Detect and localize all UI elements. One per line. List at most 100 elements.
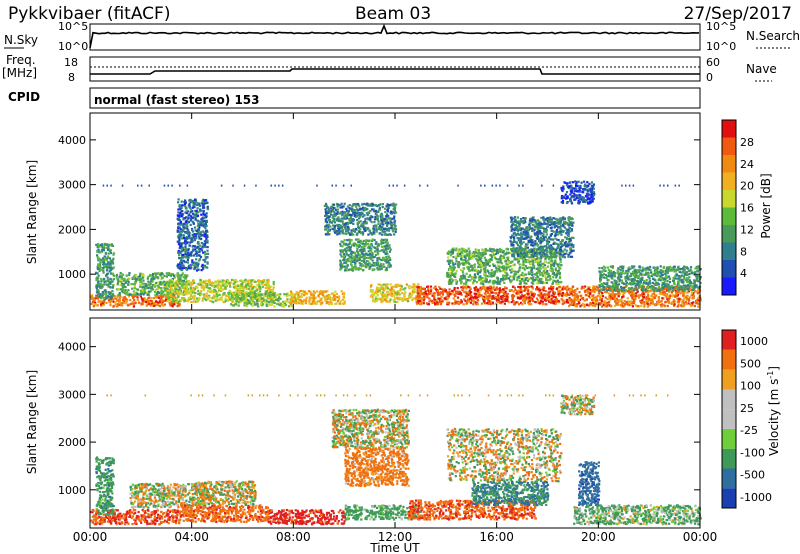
data-cell (153, 285, 156, 288)
data-cell (125, 299, 129, 302)
data-cell (457, 266, 460, 269)
data-cell (103, 277, 106, 280)
data-cell (177, 279, 180, 282)
data-cell (557, 265, 560, 268)
data-cell (353, 211, 356, 214)
data-cell (262, 279, 265, 282)
data-cell (352, 242, 355, 245)
data-cell (179, 211, 182, 215)
data-cell (199, 208, 202, 211)
data-cell (339, 253, 342, 256)
data-cell (327, 297, 330, 300)
data-cell (169, 278, 172, 281)
data-cell (372, 245, 375, 249)
data-cell (338, 232, 341, 235)
data-cell (472, 299, 475, 302)
data-cell (185, 249, 189, 252)
data-cell (362, 225, 365, 228)
data-cell (415, 296, 418, 299)
data-cell (371, 253, 374, 256)
data-cell (310, 293, 313, 296)
data-cell (366, 217, 369, 220)
data-cell (552, 276, 555, 279)
data-cell (195, 254, 198, 257)
data-cell (487, 300, 490, 303)
data-cell (111, 272, 115, 275)
data-cell (492, 294, 495, 298)
data-cell (175, 301, 178, 304)
data-cell (525, 260, 528, 264)
data-cell (206, 207, 209, 211)
data-cell (190, 251, 193, 254)
data-cell (350, 244, 354, 247)
data-cell (551, 300, 554, 303)
data-cell (257, 305, 260, 308)
data-cell (190, 218, 193, 221)
data-cell (151, 288, 154, 291)
data-cell (220, 296, 223, 299)
data-cell (343, 261, 346, 264)
data-cell (491, 296, 495, 299)
data-cell (399, 287, 402, 291)
data-cell (518, 247, 521, 251)
data-cell (558, 294, 561, 297)
data-cell (336, 203, 339, 206)
data-cell (171, 305, 174, 308)
data-cell (178, 230, 181, 234)
data-cell (252, 295, 255, 298)
data-cell (143, 289, 146, 292)
data-cell (347, 245, 350, 249)
data-cell (359, 267, 363, 270)
data-cell (244, 299, 247, 302)
data-cell (451, 280, 454, 283)
data-cell (185, 299, 188, 302)
data-cell (533, 293, 536, 296)
data-cell (524, 265, 528, 268)
data-cell (375, 224, 378, 227)
data-cell (206, 235, 209, 238)
data-cell (197, 292, 200, 295)
data-cell (543, 293, 546, 296)
data-cell (180, 286, 183, 289)
data-cell (95, 243, 98, 246)
data-cell (262, 293, 265, 296)
data-cell (202, 212, 205, 215)
data-cell (165, 275, 168, 278)
data-cell (128, 277, 131, 280)
data-cell (122, 301, 125, 304)
data-cell (496, 282, 499, 285)
data-cell (381, 296, 385, 299)
data-cell (290, 291, 293, 295)
data-cell (344, 228, 347, 231)
data-cell (186, 286, 189, 289)
data-cell (537, 299, 540, 302)
data-cell (202, 213, 205, 216)
data-cell (192, 288, 195, 291)
data-cell (371, 289, 374, 292)
data-cell (524, 278, 527, 282)
data-cell (272, 291, 275, 294)
data-cell (103, 261, 106, 264)
data-cell (188, 214, 191, 217)
data-cell (125, 274, 128, 277)
data-cell (277, 300, 281, 303)
data-cell (506, 292, 509, 296)
data-cell (254, 280, 257, 283)
data-cell (505, 268, 508, 271)
data-cell (384, 241, 387, 244)
data-cell (209, 290, 212, 294)
data-cell (181, 261, 184, 264)
data-cell (170, 282, 173, 285)
data-cell (382, 256, 385, 259)
data-cell (321, 292, 324, 295)
data-cell (339, 250, 342, 253)
data-cell (354, 243, 357, 246)
data-cell (174, 274, 177, 277)
data-cell (107, 261, 110, 264)
data-cell (566, 300, 569, 303)
data-cell (499, 256, 502, 259)
data-cell (276, 302, 279, 306)
data-cell (230, 298, 233, 301)
data-cell (517, 277, 520, 280)
data-cell (379, 287, 382, 290)
